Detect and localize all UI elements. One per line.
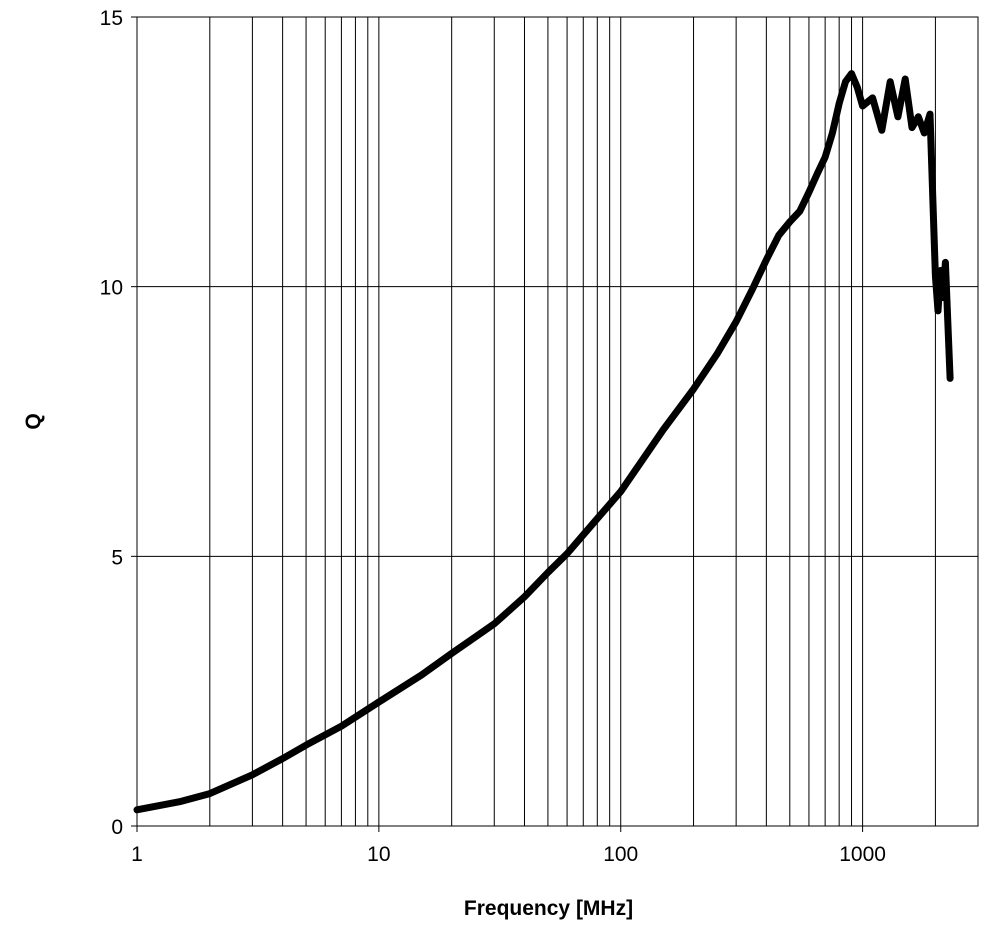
x-tick-label: 1 (131, 843, 143, 866)
x-axis-title: Frequency [MHz] (464, 897, 633, 920)
x-tick-label: 10 (367, 843, 390, 866)
y-tick-label: 10 (100, 277, 123, 300)
y-tick-label: 5 (111, 546, 123, 569)
plot-area-frame (136, 16, 979, 827)
tick-labels: 1 10 100 1000 0 5 10 15 (100, 7, 886, 866)
y-tick-label: 15 (100, 7, 123, 30)
y-tick-label: 0 (111, 816, 123, 839)
x-tick-label: 1000 (839, 843, 886, 866)
series-line-q (133, 70, 954, 814)
y-axis-title: Q (22, 413, 45, 429)
x-tick-label: 100 (603, 843, 638, 866)
grid (131, 16, 978, 832)
